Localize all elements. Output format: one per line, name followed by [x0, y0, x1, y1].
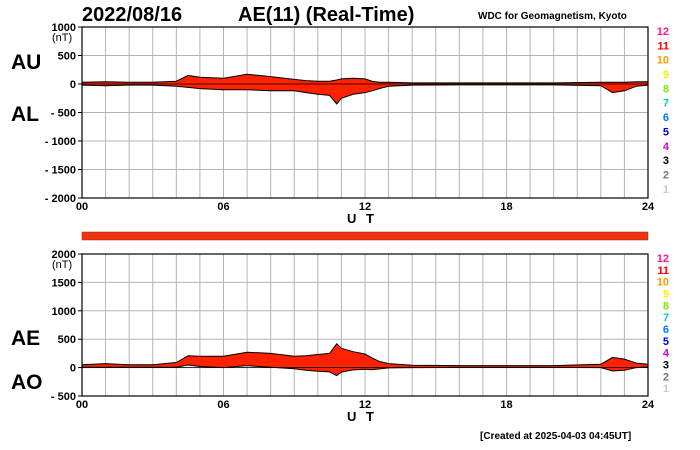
station-count-12-ae-ao: 12	[657, 253, 669, 265]
au-al-x-tick-label: 12	[359, 201, 371, 213]
au-al-y-tick-label: 0	[70, 79, 76, 91]
au-al-x-tick-label: 06	[217, 201, 229, 213]
station-count-10-ae-ao: 10	[657, 277, 669, 289]
data-source-label: WDC for Geomagnetism, Kyoto	[478, 11, 627, 22]
chart-date: 2022/08/16	[82, 4, 183, 26]
ae-ao-x-tick-label: 12	[359, 399, 371, 411]
station-count-1-au-al: 1	[663, 184, 669, 196]
station-count-7-ae-ao: 7	[663, 312, 669, 324]
station-count-5-ae-ao: 5	[663, 336, 669, 348]
station-count-4-au-al: 4	[663, 141, 670, 153]
station-count-3-ae-ao: 3	[663, 359, 669, 371]
ae-ao-y-tick-label: 2000	[52, 249, 76, 261]
station-count-5-au-al: 5	[663, 126, 669, 138]
ae-ao-y-tick-label: 1500	[52, 277, 76, 289]
au-series-label: AU	[11, 51, 42, 74]
au-al-y-tick-label: 500	[58, 51, 76, 63]
station-count-8-au-al: 8	[663, 83, 669, 95]
station-count-7-au-al: 7	[663, 98, 669, 110]
station-count-8-ae-ao: 8	[663, 300, 669, 312]
station-count-6-ae-ao: 6	[663, 324, 669, 336]
station-count-4-ae-ao: 4	[663, 348, 670, 360]
au-al-y-tick-label: - 1500	[45, 165, 76, 177]
ae-ao-y-tick-label: 0	[70, 363, 76, 375]
station-count-2-au-al: 2	[663, 169, 669, 181]
ae-ao-y-tick-label: - 500	[51, 391, 76, 403]
ae-ao-y-tick-label: 500	[58, 334, 76, 346]
au-al-unit-label: (nT)	[52, 32, 73, 44]
ae-ao-x-tick-label: 24	[642, 399, 655, 411]
ae-ao-x-tick-label: 00	[76, 399, 88, 411]
au-al-y-tick-label: - 500	[51, 108, 76, 120]
station-count-9-au-al: 9	[663, 69, 669, 81]
station-count-9-ae-ao: 9	[663, 288, 669, 300]
au-al-x-tick-label: 24	[642, 201, 655, 213]
ae-ao-band-area	[82, 343, 648, 376]
au-al-y-tick-label: 1000	[52, 22, 76, 34]
ao-series-label: AO	[11, 371, 43, 394]
al-series-line	[81, 84, 649, 105]
station-count-12-au-al: 12	[657, 26, 669, 38]
station-count-2-ae-ao: 2	[663, 371, 669, 383]
station-count-11-ae-ao: 11	[657, 265, 669, 277]
station-count-1-ae-ao: 1	[663, 383, 669, 395]
ae-ao-y-tick-label: 1000	[52, 306, 76, 318]
au-al-x-axis-label: U T	[347, 211, 377, 226]
ae-ao-unit-label: (nT)	[52, 259, 73, 271]
au-al-y-tick-label: - 1000	[45, 136, 76, 148]
ae-ao-plot-frame	[81, 253, 649, 397]
ae-ao-x-tick-label: 18	[500, 399, 512, 411]
al-series-label: AL	[11, 103, 39, 126]
station-count-6-au-al: 6	[663, 112, 669, 124]
station-count-11-au-al: 11	[657, 40, 669, 52]
chart-title: AE(11) (Real-Time)	[238, 4, 415, 26]
au-al-band-area	[82, 74, 648, 104]
ae-series-label: AE	[11, 327, 41, 350]
ae-ao-x-tick-label: 06	[217, 399, 229, 411]
data-availability-bar	[81, 231, 649, 241]
au-al-y-tick-label: - 2000	[45, 193, 76, 205]
au-series-line	[81, 73, 648, 84]
au-al-x-tick-label: 18	[500, 201, 512, 213]
ae-ao-x-axis-label: U T	[347, 409, 377, 424]
created-timestamp: [Created at 2025-04-03 04:45UT]	[480, 431, 632, 442]
ae-series-line	[81, 342, 649, 367]
au-al-x-tick-label: 00	[76, 201, 88, 213]
station-count-10-au-al: 10	[657, 55, 669, 67]
station-count-3-au-al: 3	[663, 155, 669, 167]
